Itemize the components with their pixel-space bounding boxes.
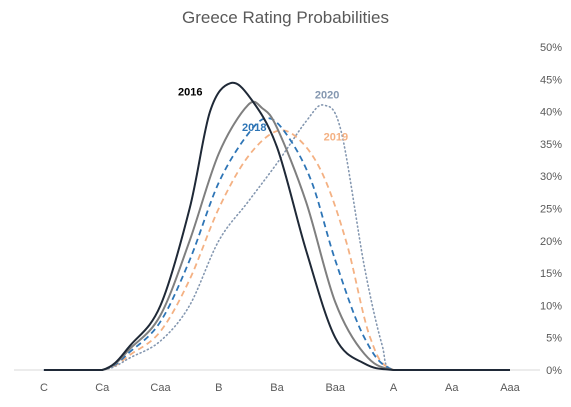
x-tick-label: C [40, 382, 48, 394]
x-tick-label: Aaa [500, 382, 520, 394]
y-tick-label: 20% [540, 236, 562, 248]
x-tick-label: Ca [95, 382, 110, 394]
series-line-2019 [43, 129, 510, 371]
x-tick-label: Ba [270, 382, 284, 394]
y-tick-label: 10% [540, 300, 562, 312]
y-tick-label: 0% [546, 365, 562, 377]
series-line-2018 [43, 117, 510, 371]
x-tick-label: Aa [445, 382, 459, 394]
y-tick-label: 30% [540, 171, 562, 183]
y-tick-label: 50% [540, 42, 562, 54]
x-tick-label: A [390, 382, 398, 394]
y-tick-label: 5% [546, 333, 562, 345]
series-line-unlabeled [43, 100, 510, 372]
series-label-2020: 2020 [315, 90, 339, 102]
x-tick-label: Caa [150, 382, 171, 394]
x-tick-label: B [215, 382, 222, 394]
x-tick-label: Baa [325, 382, 345, 394]
y-tick-label: 45% [540, 74, 562, 86]
y-tick-label: 15% [540, 268, 562, 280]
series-line-2020 [43, 104, 511, 371]
series-label-2019: 2019 [324, 132, 348, 144]
y-tick-label: 40% [540, 107, 562, 119]
chart-title: Greece Rating Probabilities [182, 8, 389, 27]
series-label-2016: 2016 [178, 86, 202, 98]
y-tick-label: 35% [540, 139, 562, 151]
y-tick-label: 25% [540, 204, 562, 216]
series-label-2018: 2018 [242, 122, 266, 134]
series-line-2016 [43, 81, 510, 372]
